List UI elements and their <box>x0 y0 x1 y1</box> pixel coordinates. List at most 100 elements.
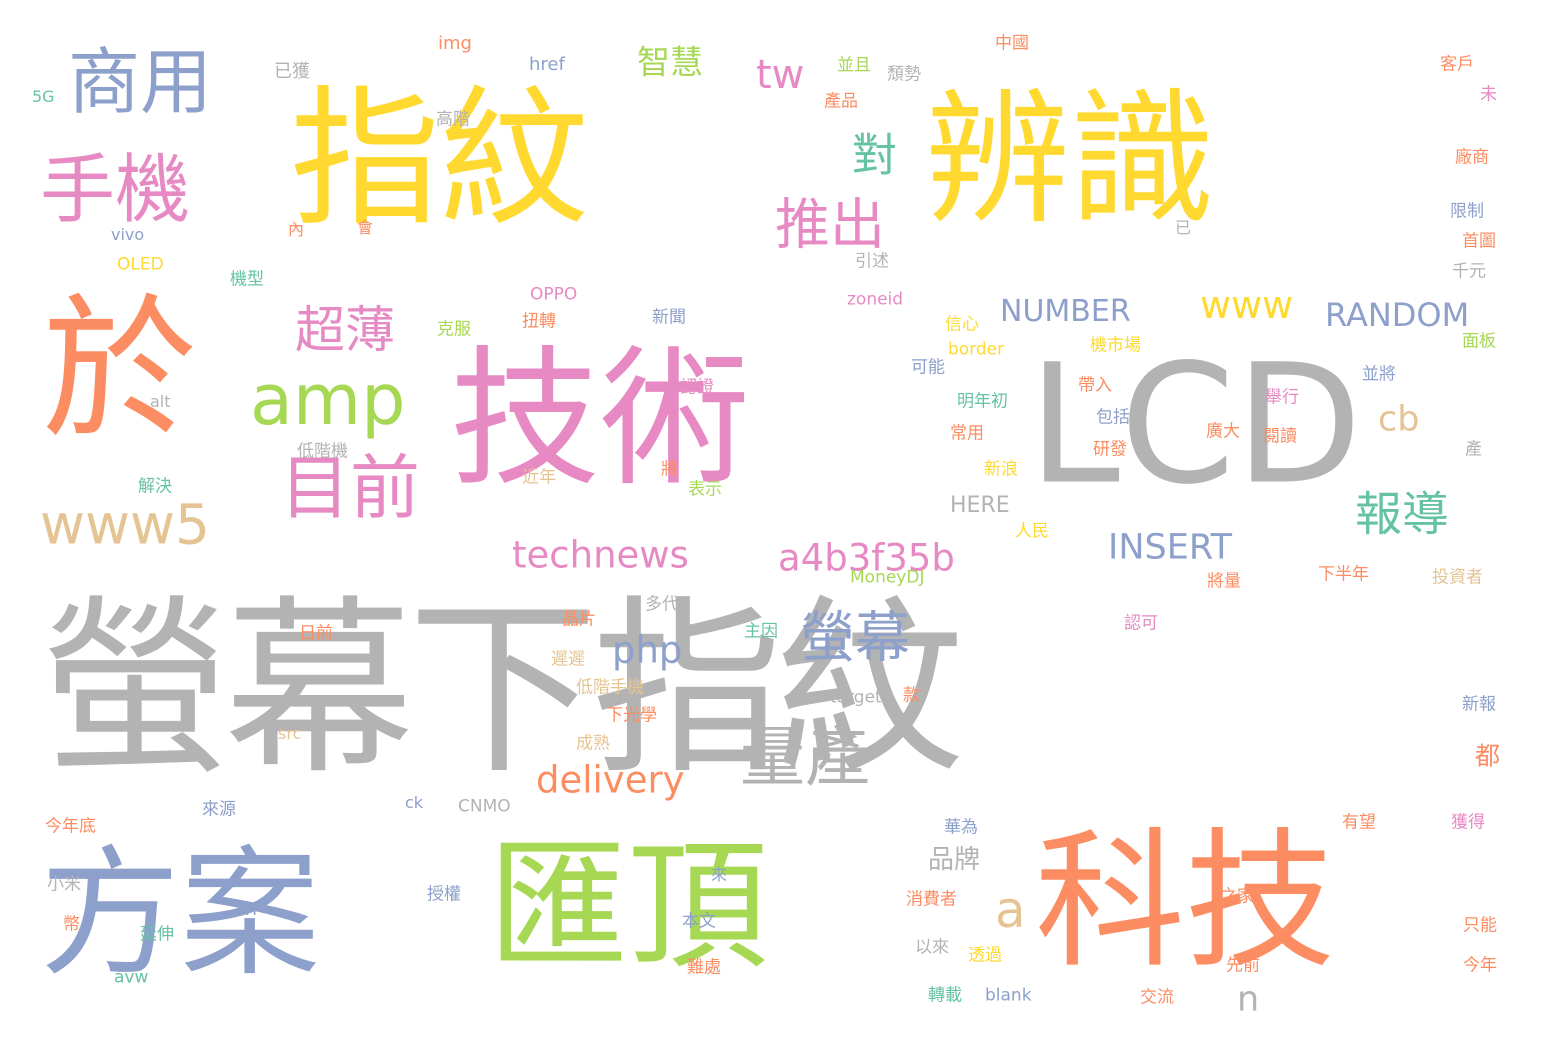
word-term-117: 幣 <box>63 914 80 935</box>
word-term-56: 機型 <box>230 269 264 290</box>
word-term-10: 手機 <box>40 145 191 234</box>
word-term-72: 舉行 <box>1265 387 1299 408</box>
word-term-94: 主因 <box>744 621 778 642</box>
word-term-29: 量產 <box>740 720 871 796</box>
word-lcd-4: LCD <box>1028 328 1363 521</box>
word-term-5: 方案 <box>40 833 321 996</box>
word-src-102: src <box>278 724 302 743</box>
word-term-3: 技術 <box>450 333 751 507</box>
word-term-125: 先前 <box>1226 955 1260 976</box>
word-term-51: 限制 <box>1450 201 1484 222</box>
word-term-103: 成熟 <box>576 733 610 754</box>
word-term-101: 下光學 <box>606 705 657 726</box>
word-term-95: 認可 <box>1124 613 1158 634</box>
word-term-112: 來 <box>711 865 728 884</box>
word-img-35: img <box>438 33 472 54</box>
word-avw-123: avw <box>114 967 149 988</box>
word-term-74: 常用 <box>950 423 984 444</box>
word-term-100: 新報 <box>1462 694 1496 715</box>
word-term-110: 獲得 <box>1451 812 1485 833</box>
word-term-41: 產品 <box>824 91 858 112</box>
word-term-40: 並且 <box>837 55 871 76</box>
word-term-84: 表示 <box>688 479 722 500</box>
word-term-93: 日前 <box>299 623 333 644</box>
word-term-59: 扭轉 <box>522 311 556 332</box>
word-term-99: 款 <box>903 685 920 706</box>
word-term-83: 新浪 <box>984 459 1018 480</box>
word-term-44: 客戶 <box>1440 54 1474 75</box>
word-term-126: 今年 <box>1463 955 1497 976</box>
word-term-48: 內 <box>288 220 305 239</box>
word-term-104: 來源 <box>202 799 236 820</box>
word-href-36: href <box>529 54 565 75</box>
word-term-7: 科技 <box>1035 815 1336 989</box>
word-term-109: 有望 <box>1342 812 1376 833</box>
word-php-28: php <box>612 628 683 672</box>
word-term-71: 明年初 <box>957 391 1008 412</box>
word-term-1: 辨識 <box>925 75 1215 245</box>
word-zoneid-58: zoneid <box>847 289 904 310</box>
word-term-34: 都 <box>1475 741 1501 771</box>
word-blank-128: blank <box>985 985 1032 1006</box>
word-term-8: 於 <box>42 279 197 461</box>
word-term-86: 人民 <box>1015 521 1049 542</box>
word-border-63: border <box>948 339 1005 360</box>
word-term-75: 廣大 <box>1206 421 1240 442</box>
word-term-64: 機市場 <box>1090 335 1141 356</box>
word-n-32: n <box>1237 979 1260 1020</box>
word-term-6: 匯頂 <box>488 826 769 989</box>
word-term-46: 廠商 <box>1455 147 1489 168</box>
word-term-107: 今年底 <box>45 816 96 837</box>
word-term-42: 頹勢 <box>887 64 921 85</box>
word-term-108: 華為 <box>944 817 978 838</box>
word-term-14: 對 <box>852 128 898 182</box>
word-term-122: 只能 <box>1463 915 1497 936</box>
word-www-19: www <box>1200 283 1294 327</box>
word-term-92: 晶片 <box>562 609 596 630</box>
word-delivery-30: delivery <box>536 758 685 802</box>
word-term-120: 以來 <box>915 937 949 958</box>
word-term-61: 信心 <box>945 314 979 335</box>
word-ck-105: ck <box>405 793 424 812</box>
word-term-12: 目前 <box>280 447 420 529</box>
word-alt-69: alt <box>150 392 171 411</box>
word-vivo-47: vivo <box>111 225 145 244</box>
word-term-80: 解決 <box>138 476 172 497</box>
word-a-31: a <box>995 881 1026 939</box>
word-term-88: 將量 <box>1207 571 1241 592</box>
word-term-55: 千元 <box>1452 261 1486 282</box>
word-term-62: 克服 <box>437 319 471 340</box>
word-term-121: 透過 <box>968 945 1002 966</box>
word-term-73: 包括 <box>1096 407 1130 428</box>
word-term-45: 未 <box>1480 84 1497 105</box>
word-amp-11: amp <box>250 359 406 441</box>
word-term-9: 商用 <box>68 40 213 124</box>
word-term-113: 授權 <box>427 884 461 905</box>
word-term-2: 螢幕下指紋 <box>40 579 966 800</box>
word-term-27: 螢幕 <box>800 605 911 670</box>
word-term-15: 推出 <box>775 192 886 257</box>
word-www5-13: www5 <box>40 492 210 557</box>
word-term-114: 消費者 <box>906 889 957 910</box>
word-target-98: target <box>830 687 882 708</box>
word-term-33: 品牌 <box>928 845 981 875</box>
word-cb-22: cb <box>1378 399 1420 440</box>
word-cnmo-106: CNMO <box>458 796 511 817</box>
word-term-96: 遲遲 <box>551 649 585 670</box>
word-technews-25: technews <box>512 533 689 577</box>
word-oppo-57: OPPO <box>530 284 578 305</box>
word-it-116: IT <box>245 900 260 919</box>
word-term-39: 高階 <box>436 109 470 130</box>
word-term-43: 中國 <box>995 33 1029 54</box>
word-term-16: 超薄 <box>295 301 395 359</box>
word-term-53: 首圖 <box>1462 231 1496 252</box>
word-term-65: 面板 <box>1462 331 1496 352</box>
word-number-20: NUMBER <box>1000 294 1131 329</box>
word-term-67: 可能 <box>911 357 945 378</box>
word-term-77: 研發 <box>1093 439 1127 460</box>
word-term-50: 已 <box>1175 218 1192 237</box>
word-term-89: 下半年 <box>1318 564 1369 585</box>
word-term-81: 將 <box>661 459 678 480</box>
word-here-85: HERE <box>950 493 1010 518</box>
